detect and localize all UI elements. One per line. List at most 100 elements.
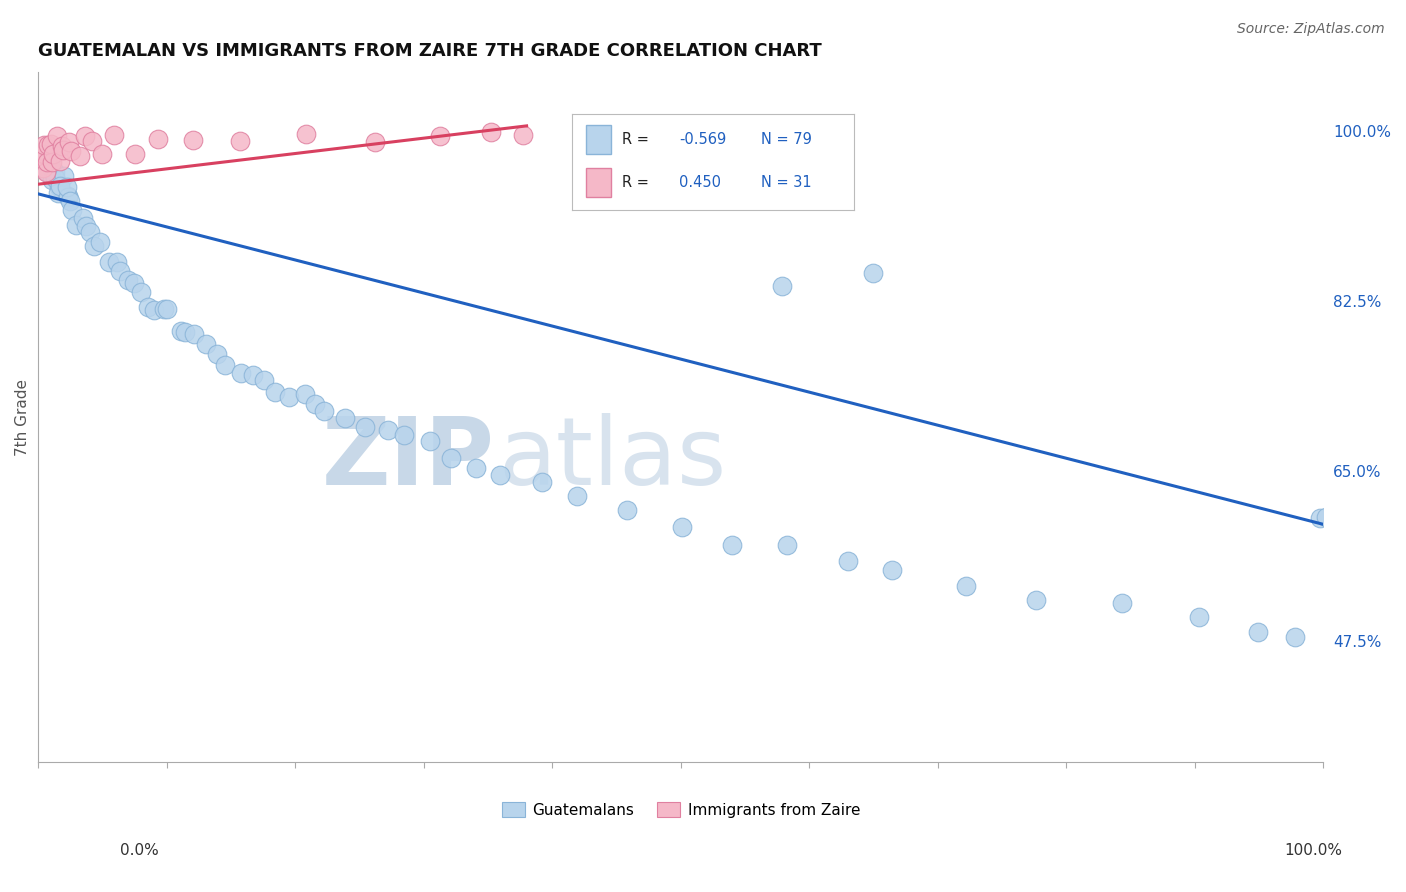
Point <box>69 149 91 163</box>
Point <box>862 266 884 280</box>
Point <box>512 128 534 142</box>
Point <box>174 325 197 339</box>
Point <box>440 451 463 466</box>
Point <box>58 135 80 149</box>
Point <box>110 264 132 278</box>
Point <box>479 125 502 139</box>
Point <box>419 434 441 449</box>
Point <box>32 147 55 161</box>
Point <box>60 202 83 217</box>
Point <box>464 461 486 475</box>
Point <box>488 467 510 482</box>
Point <box>153 301 176 316</box>
Point <box>103 128 125 142</box>
Point <box>60 144 83 158</box>
Point <box>39 137 62 152</box>
Point <box>394 428 416 442</box>
Point <box>41 161 63 176</box>
Point <box>32 138 55 153</box>
Point <box>1188 609 1211 624</box>
Point <box>30 151 52 165</box>
Point <box>79 225 101 239</box>
Point <box>117 273 139 287</box>
Point <box>353 420 375 434</box>
Y-axis label: 7th Grade: 7th Grade <box>15 379 30 456</box>
Point <box>39 160 62 174</box>
Point <box>229 366 252 380</box>
Point <box>1025 593 1047 607</box>
Point <box>91 147 114 161</box>
Point <box>58 194 80 208</box>
Text: ZIP: ZIP <box>322 413 495 505</box>
Point <box>37 153 59 168</box>
Point <box>304 397 326 411</box>
Point <box>364 135 387 149</box>
Point <box>194 337 217 351</box>
Point <box>333 411 356 425</box>
Point <box>65 218 87 232</box>
Point <box>671 520 693 534</box>
Point <box>30 154 52 169</box>
Point <box>616 503 638 517</box>
Point <box>31 153 53 168</box>
Point <box>530 475 553 489</box>
Point <box>770 279 793 293</box>
Point <box>124 146 146 161</box>
Point <box>51 139 73 153</box>
Point <box>75 219 97 233</box>
Point <box>277 390 299 404</box>
Legend: Guatemalans, Immigrants from Zaire: Guatemalans, Immigrants from Zaire <box>495 796 866 824</box>
Point <box>35 164 58 178</box>
Point <box>107 255 129 269</box>
Point <box>129 285 152 300</box>
Point <box>44 169 66 184</box>
Point <box>31 146 53 161</box>
Point <box>181 133 204 147</box>
Point <box>775 538 797 552</box>
Point <box>143 303 166 318</box>
Point <box>41 155 63 169</box>
Point <box>1309 511 1331 525</box>
Point <box>35 161 58 175</box>
Point <box>229 135 252 149</box>
Text: 100.0%: 100.0% <box>1285 843 1343 858</box>
Point <box>955 579 977 593</box>
Point <box>41 151 63 165</box>
Point <box>124 276 146 290</box>
Point <box>429 128 451 143</box>
Point <box>72 211 94 225</box>
Point <box>89 235 111 250</box>
Point <box>1284 630 1306 644</box>
Point <box>148 132 170 146</box>
Point <box>205 347 228 361</box>
Point <box>183 326 205 341</box>
Point <box>295 128 318 142</box>
Point <box>1315 510 1337 524</box>
Point <box>49 179 72 194</box>
Point <box>136 300 159 314</box>
Point <box>55 180 77 194</box>
Point <box>214 358 236 372</box>
Point <box>294 387 316 401</box>
Point <box>32 154 55 169</box>
Point <box>1111 596 1133 610</box>
Text: Source: ZipAtlas.com: Source: ZipAtlas.com <box>1237 22 1385 37</box>
Point <box>73 128 96 143</box>
Point <box>46 128 69 143</box>
Point <box>253 373 276 387</box>
Point <box>82 134 104 148</box>
Point <box>312 403 335 417</box>
Point <box>44 164 66 178</box>
Point <box>83 239 105 253</box>
Point <box>53 169 76 184</box>
Point <box>721 538 744 552</box>
Point <box>155 301 177 316</box>
Point <box>35 154 58 169</box>
Point <box>56 188 79 202</box>
Point <box>242 368 264 382</box>
Point <box>48 186 70 201</box>
Point <box>1247 625 1270 640</box>
Point <box>377 423 399 437</box>
Point <box>264 385 287 400</box>
Point <box>170 324 193 338</box>
